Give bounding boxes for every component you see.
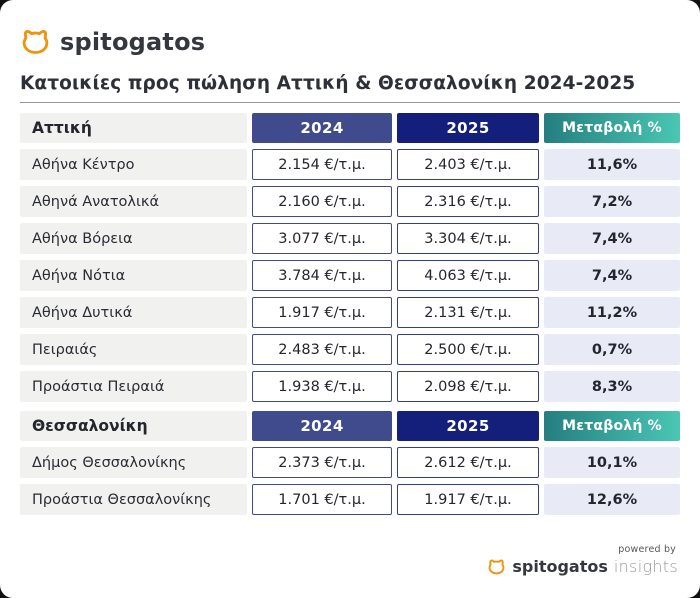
- price-2024: 1.701 €/τ.μ.: [252, 484, 392, 515]
- col-header-2024: 2024: [252, 113, 392, 143]
- price-2024: 2.154 €/τ.μ.: [252, 149, 392, 180]
- table-row: Αθήνα Νότια 3.784 €/τ.μ. 4.063 €/τ.μ. 7,…: [20, 260, 680, 291]
- price-2025: 2.131 €/τ.μ.: [397, 297, 539, 328]
- price-2024: 1.938 €/τ.μ.: [252, 371, 392, 402]
- powered-by-label: powered by: [618, 544, 676, 555]
- change-percent: 11,6%: [544, 149, 680, 180]
- price-2025: 2.403 €/τ.μ.: [397, 149, 539, 180]
- price-2024: 3.784 €/τ.μ.: [252, 260, 392, 291]
- page-title: Κατοικίες προς πώληση Αττική & Θεσσαλονί…: [20, 73, 636, 94]
- price-table: Αττική 2024 2025 Μεταβολή % Αθήνα Κέντρο…: [20, 113, 680, 515]
- price-2024: 1.917 €/τ.μ.: [252, 297, 392, 328]
- cat-icon: [488, 559, 505, 574]
- change-percent: 7,2%: [544, 186, 680, 217]
- spitogatos-logo: spitogatos: [20, 28, 680, 56]
- table-row: Αθήνα Βόρεια 3.077 €/τ.μ. 3.304 €/τ.μ. 7…: [20, 223, 680, 254]
- region-name: Αθήνα Κέντρο: [20, 149, 247, 180]
- table-row: Πειραιάς 2.483 €/τ.μ. 2.500 €/τ.μ. 0,7%: [20, 334, 680, 365]
- title-divider: [20, 102, 680, 103]
- change-percent: 8,3%: [544, 371, 680, 402]
- table-section: Θεσσαλονίκη 2024 2025 Μεταβολή % Δήμος Θ…: [20, 411, 680, 515]
- price-2024: 2.160 €/τ.μ.: [252, 186, 392, 217]
- table-row: Αθηνά Ανατολικά 2.160 €/τ.μ. 2.316 €/τ.μ…: [20, 186, 680, 217]
- region-name: Αθηνά Ανατολικά: [20, 186, 247, 217]
- region-name: Αθήνα Βόρεια: [20, 223, 247, 254]
- price-2024: 3.077 €/τ.μ.: [252, 223, 392, 254]
- table-row: Αθήνα Δυτικά 1.917 €/τ.μ. 2.131 €/τ.μ. 1…: [20, 297, 680, 328]
- price-2025: 2.316 €/τ.μ.: [397, 186, 539, 217]
- region-name: Προάστια Πειραιά: [20, 371, 247, 402]
- change-percent: 10,1%: [544, 447, 680, 478]
- change-percent: 0,7%: [544, 334, 680, 365]
- price-2025: 2.500 €/τ.μ.: [397, 334, 539, 365]
- section-label: Αττική: [20, 113, 247, 143]
- brand-name: spitogatos: [60, 28, 206, 56]
- section-header-row: Αττική 2024 2025 Μεταβολή %: [20, 113, 680, 143]
- table-section: Αττική 2024 2025 Μεταβολή % Αθήνα Κέντρο…: [20, 113, 680, 402]
- col-header-2025: 2025: [397, 411, 539, 441]
- price-2025: 2.612 €/τ.μ.: [397, 447, 539, 478]
- table-row: Δήμος Θεσσαλονίκης 2.373 €/τ.μ. 2.612 €/…: [20, 447, 680, 478]
- col-header-2024: 2024: [252, 411, 392, 441]
- table-row: Αθήνα Κέντρο 2.154 €/τ.μ. 2.403 €/τ.μ. 1…: [20, 149, 680, 180]
- region-name: Αθήνα Δυτικά: [20, 297, 247, 328]
- region-name: Αθήνα Νότια: [20, 260, 247, 291]
- change-percent: 7,4%: [544, 260, 680, 291]
- section-header-row: Θεσσαλονίκη 2024 2025 Μεταβολή %: [20, 411, 680, 441]
- table-row: Προάστια Πειραιά 1.938 €/τ.μ. 2.098 €/τ.…: [20, 371, 680, 402]
- footer-brand-name: spitogatos: [512, 557, 608, 576]
- footer-insights-label: insights: [613, 557, 678, 576]
- change-percent: 12,6%: [544, 484, 680, 515]
- price-2025: 3.304 €/τ.μ.: [397, 223, 539, 254]
- region-name: Προάστια Θεσσαλονίκης: [20, 484, 247, 515]
- spitogatos-insights-logo: spitogatos insights: [487, 557, 678, 576]
- cat-icon: [22, 30, 49, 54]
- price-2024: 2.373 €/τ.μ.: [252, 447, 392, 478]
- region-name: Δήμος Θεσσαλονίκης: [20, 447, 247, 478]
- col-header-change: Μεταβολή %: [544, 113, 680, 143]
- price-2025: 2.098 €/τ.μ.: [397, 371, 539, 402]
- change-percent: 7,4%: [544, 223, 680, 254]
- region-name: Πειραιάς: [20, 334, 247, 365]
- footer: powered by spitogatos insights: [487, 544, 678, 576]
- col-header-change: Μεταβολή %: [544, 411, 680, 441]
- change-percent: 11,2%: [544, 297, 680, 328]
- table-row: Προάστια Θεσσαλονίκης 1.701 €/τ.μ. 1.917…: [20, 484, 680, 515]
- col-header-2025: 2025: [397, 113, 539, 143]
- price-2024: 2.483 €/τ.μ.: [252, 334, 392, 365]
- section-label: Θεσσαλονίκη: [20, 411, 247, 441]
- price-2025: 4.063 €/τ.μ.: [397, 260, 539, 291]
- price-2025: 1.917 €/τ.μ.: [397, 484, 539, 515]
